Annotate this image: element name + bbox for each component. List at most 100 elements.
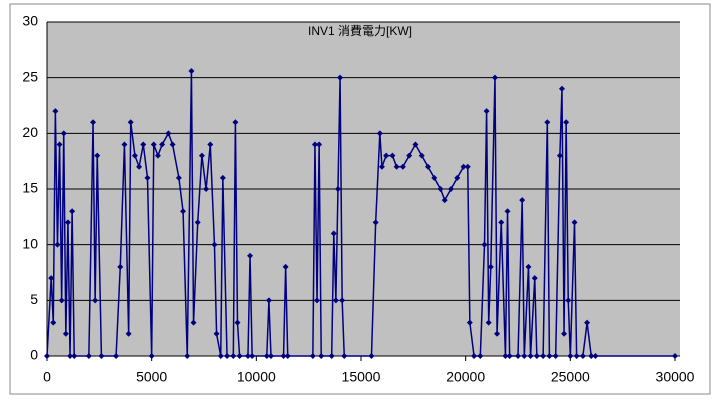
y-tick-label: 15 xyxy=(22,180,38,196)
data-point xyxy=(521,353,528,359)
x-tick-label: 5000 xyxy=(136,369,167,385)
data-point xyxy=(280,353,287,359)
data-point xyxy=(477,353,484,359)
data-point xyxy=(263,353,270,359)
data-point xyxy=(502,353,509,359)
data-point xyxy=(393,163,400,170)
data-point xyxy=(334,186,341,192)
data-point xyxy=(527,353,534,359)
data-point xyxy=(571,219,578,226)
data-point xyxy=(127,119,134,126)
data-point xyxy=(561,330,568,337)
x-tick-label: 15000 xyxy=(342,369,381,385)
data-point xyxy=(207,141,214,148)
data-point xyxy=(314,297,321,304)
data-point xyxy=(180,208,187,215)
data-point xyxy=(60,130,67,137)
data-point xyxy=(556,152,563,159)
data-point xyxy=(567,353,574,359)
data-point xyxy=(284,353,291,359)
data-point xyxy=(71,353,78,359)
data-point xyxy=(328,353,335,359)
data-point xyxy=(67,353,74,359)
data-point xyxy=(464,163,471,170)
data-point xyxy=(150,141,157,148)
data-point xyxy=(584,319,591,326)
data-point xyxy=(418,152,425,159)
data-point xyxy=(52,108,59,115)
data-point xyxy=(154,152,161,159)
data-point xyxy=(525,263,532,270)
data-point xyxy=(69,208,76,215)
data-point xyxy=(412,141,419,148)
data-point xyxy=(311,141,318,148)
data-point xyxy=(230,353,237,359)
data-point xyxy=(579,353,586,359)
series-line xyxy=(46,70,675,357)
data-point xyxy=(44,353,50,359)
data-point xyxy=(224,353,231,359)
data-point xyxy=(389,152,396,159)
data-point xyxy=(448,186,455,192)
data-point xyxy=(249,353,256,359)
y-tick-label: 5 xyxy=(30,291,38,307)
data-point xyxy=(504,208,511,215)
y-tick-label: 0 xyxy=(30,347,38,363)
data-point xyxy=(368,353,375,359)
data-point xyxy=(265,297,272,304)
data-point xyxy=(190,319,197,326)
data-point xyxy=(48,275,55,282)
data-point xyxy=(341,353,348,359)
data-point xyxy=(131,152,138,159)
data-point xyxy=(121,141,128,148)
data-point xyxy=(140,141,147,148)
data-point xyxy=(424,163,431,170)
x-tick-label: 25000 xyxy=(551,369,590,385)
data-point xyxy=(136,163,143,170)
data-point xyxy=(94,152,101,159)
data-point xyxy=(125,330,132,337)
data-point xyxy=(56,141,63,148)
data-point xyxy=(92,297,99,304)
data-point xyxy=(175,174,182,181)
data-point xyxy=(332,297,339,304)
data-point xyxy=(188,67,195,74)
data-point xyxy=(485,319,492,326)
data-point xyxy=(219,174,226,181)
data-point xyxy=(54,241,61,248)
y-tick-label: 25 xyxy=(22,68,38,84)
data-point xyxy=(592,353,599,359)
chart-frame xyxy=(9,3,711,395)
data-point xyxy=(552,353,559,359)
data-point xyxy=(563,119,570,126)
data-point xyxy=(466,319,473,326)
data-point xyxy=(498,219,505,226)
x-tick-label: 0 xyxy=(43,369,51,385)
data-point xyxy=(117,263,124,270)
x-tick-label: 20000 xyxy=(446,369,485,385)
data-point xyxy=(506,353,513,359)
data-point xyxy=(558,85,565,92)
data-point xyxy=(481,241,488,248)
data-point xyxy=(588,353,595,359)
x-tick-label: 10000 xyxy=(237,369,276,385)
data-point xyxy=(203,186,210,192)
data-point xyxy=(515,353,521,359)
data-point xyxy=(565,297,572,304)
data-point xyxy=(672,353,678,359)
data-point xyxy=(144,174,151,181)
data-point xyxy=(337,74,344,81)
data-point xyxy=(544,119,551,126)
data-point xyxy=(406,152,413,159)
data-point xyxy=(318,353,325,359)
data-point xyxy=(383,152,390,159)
data-point xyxy=(90,119,97,126)
data-point xyxy=(309,353,316,359)
data-point xyxy=(169,141,176,148)
y-tick-label: 20 xyxy=(22,124,38,140)
data-point xyxy=(213,330,220,337)
data-point xyxy=(58,297,65,304)
data-point xyxy=(148,353,155,359)
data-point xyxy=(441,197,448,204)
